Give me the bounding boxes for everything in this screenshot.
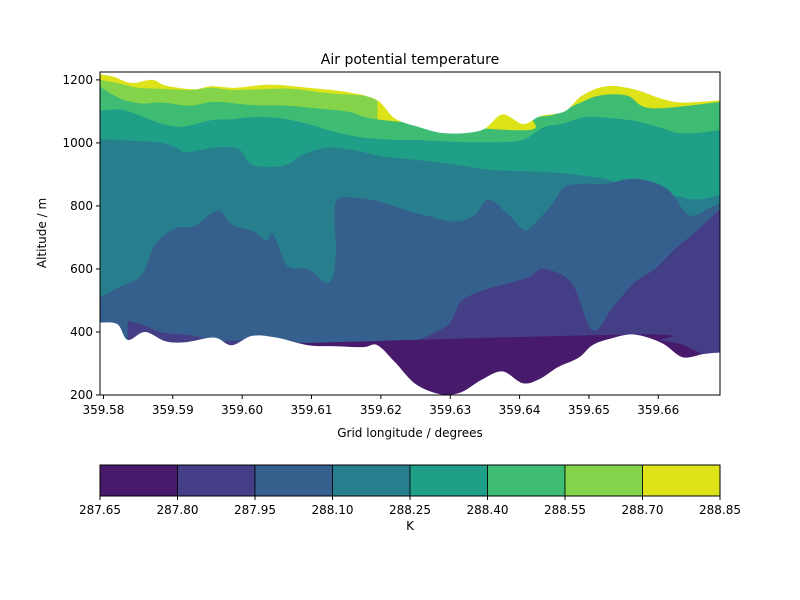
- colorbar-tick-label: 287.80: [157, 503, 199, 517]
- colorbar-tick-label: 288.10: [312, 503, 354, 517]
- x-tick-label: 359.65: [568, 403, 610, 417]
- colorbar-tick-label: 287.95: [234, 503, 276, 517]
- x-axis-label: Grid longitude / degrees: [337, 426, 483, 440]
- colorbar-tick-label: 288.55: [544, 503, 586, 517]
- x-tick-label: 359.64: [499, 403, 541, 417]
- colorbar-swatch: [642, 464, 721, 497]
- terrain-mask: [100, 322, 720, 395]
- colorbar-tick-label: 288.40: [467, 503, 509, 517]
- y-tick-label: 400: [70, 325, 93, 339]
- plot-area: [100, 72, 720, 395]
- x-tick-label: 359.62: [360, 403, 402, 417]
- colorbar: 287.65 287.80 287.95 288.10 288.25 288.40 288.…: [79, 464, 741, 517]
- y-tick-label: 1000: [62, 136, 93, 150]
- colorbar-tick-label: 288.70: [622, 503, 664, 517]
- x-axis: 359.58 359.59 359.60 359.61 359.62 359.63 359.…: [82, 395, 679, 417]
- x-tick-label: 359.60: [221, 403, 263, 417]
- colorbar-swatch: [177, 464, 256, 497]
- colorbar-label: K: [406, 519, 415, 533]
- colorbar-swatch: [409, 464, 488, 497]
- x-tick-label: 359.63: [429, 403, 471, 417]
- colorbar-swatch: [487, 464, 566, 497]
- colorbar-swatch: [332, 464, 411, 497]
- colorbar-swatch: [564, 464, 643, 497]
- y-tick-label: 800: [70, 199, 93, 213]
- x-tick-label: 359.58: [82, 403, 124, 417]
- plot-frame: [99, 71, 721, 396]
- x-tick-label: 359.61: [291, 403, 333, 417]
- y-axis: 200 400 600 800 1000 1200: [62, 73, 100, 402]
- colorbar-tick-label: 288.85: [699, 503, 741, 517]
- y-tick-label: 200: [70, 388, 93, 402]
- y-tick-label: 1200: [62, 73, 93, 87]
- chart-title: Air potential temperature: [321, 52, 499, 68]
- sky-mask: [100, 72, 720, 134]
- colorbar-swatch: [254, 464, 333, 497]
- colorbar-tick-label: 288.25: [389, 503, 431, 517]
- colorbar-tick-label: 287.65: [79, 503, 121, 517]
- y-axis-label: Altitude / m: [35, 198, 49, 268]
- y-tick-label: 600: [70, 262, 93, 276]
- colorbar-swatch: [99, 464, 178, 497]
- x-tick-label: 359.66: [637, 403, 679, 417]
- x-tick-label: 359.59: [152, 403, 194, 417]
